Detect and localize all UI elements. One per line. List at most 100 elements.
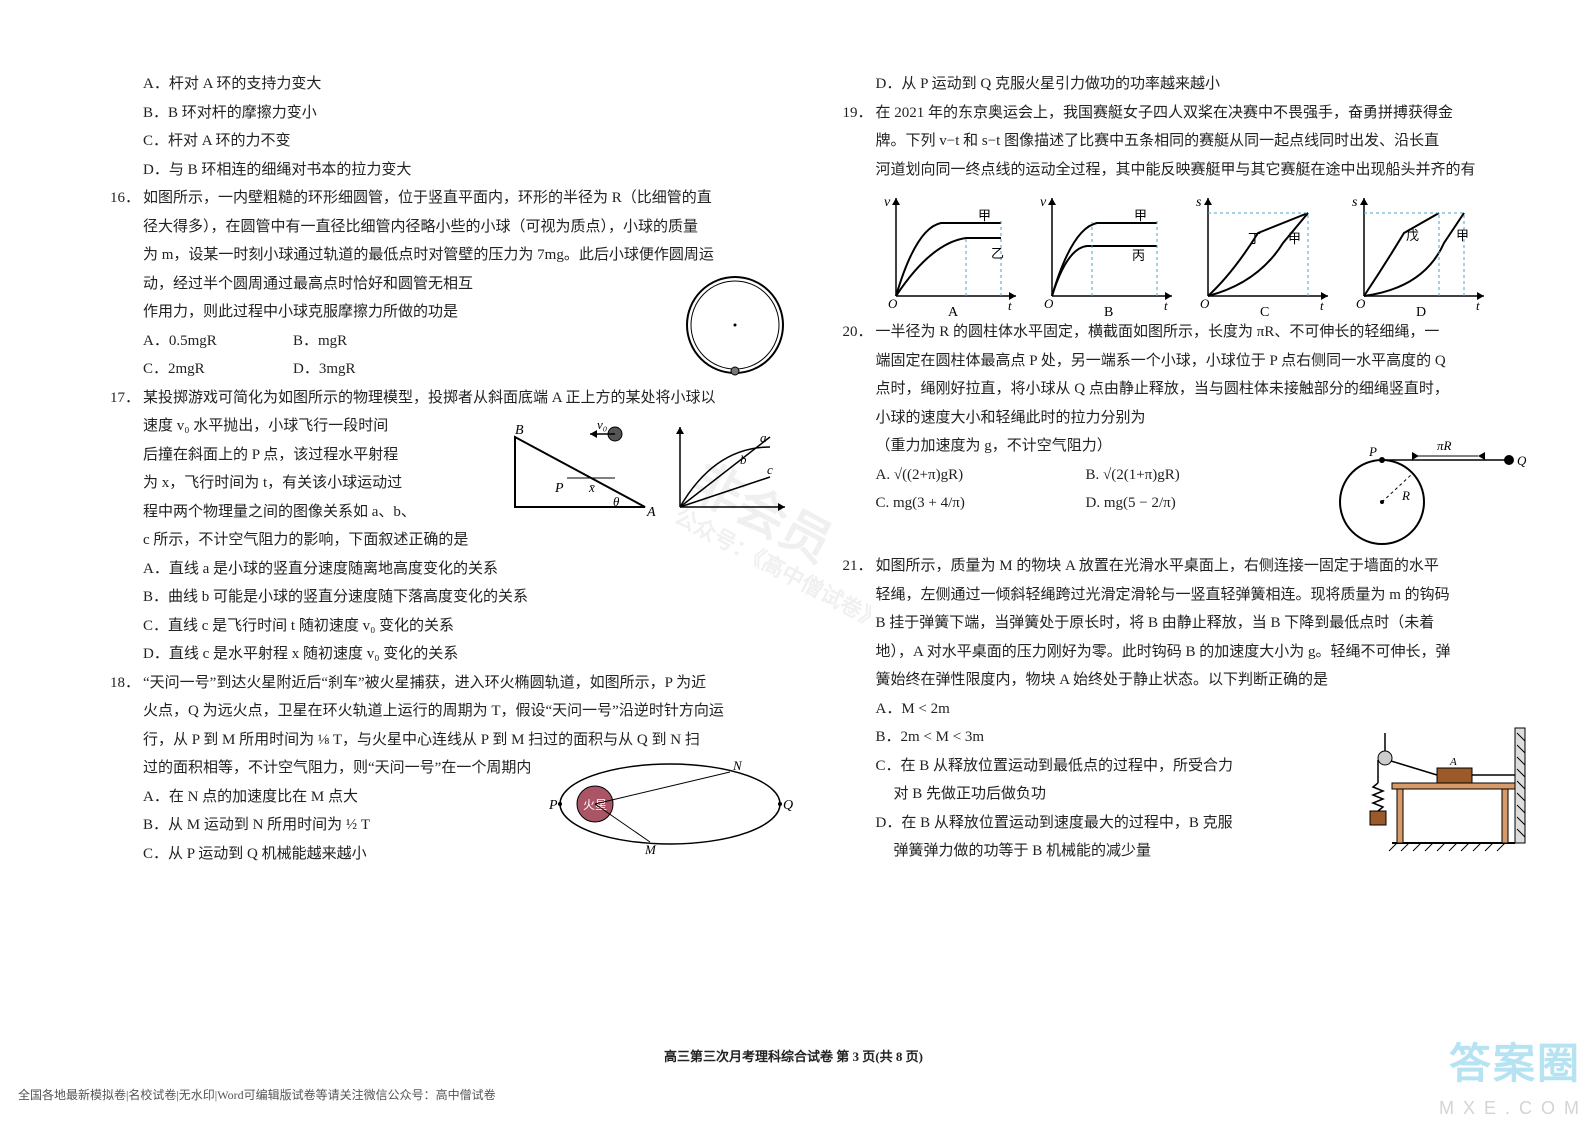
q16-row-cd: C．2mgR D．3mgR — [110, 355, 665, 384]
q20-stem-1: 一半径为 R 的圆柱体水平固定，横截面如图所示，长度为 πR、不可伸长的轻细绳，… — [876, 318, 1440, 347]
svg-text:C: C — [1260, 305, 1269, 318]
q17-opt-a: A．直线 a 是小球的竖直分速度随离地高度变化的关系 — [110, 555, 795, 584]
svg-text:t: t — [1164, 298, 1168, 313]
svg-text:s: s — [1352, 195, 1358, 210]
svg-text:B: B — [1104, 305, 1113, 318]
svg-text:N: N — [732, 758, 743, 773]
q21-stem-5: 簧始终在弹性限度内，物块 A 始终处于静止状态。以下判断正确的是 — [843, 666, 1528, 695]
q16-opt-a: A．0.5mgR — [143, 327, 293, 356]
q19-graph-d: 戊 甲 s O t D — [1344, 188, 1494, 318]
q20-num: 20． — [843, 318, 876, 347]
svg-text:P: P — [554, 481, 564, 496]
svg-text:x̄: x̄ — [588, 480, 595, 495]
svg-text:s: s — [1196, 195, 1202, 210]
exam-page: A．杆对 A 环的支持力变大 B．B 环对杆的摩擦力变小 C．杆对 A 环的力不… — [0, 0, 1587, 1123]
q17-opt-d: D．直线 c 是水平射程 x 随初速度 v₀ 变化的关系 — [110, 640, 795, 669]
q21-stem-1: 如图所示，质量为 M 的物块 A 放置在光滑水平桌面上，右侧连接一固定于墙面的水… — [876, 552, 1439, 581]
q16-opt-d: D．3mgR — [293, 355, 356, 384]
svg-text:P: P — [548, 798, 558, 813]
bottom-note: 全国各地最新模拟卷|名校试卷|无水印|Word可编辑版试卷等请关注微信公众号：高… — [18, 1086, 496, 1103]
q19-num: 19． — [843, 99, 876, 128]
q16-stem-3: 为 m，设某一时刻小球通过轨道的最低点时对管壁的压力为 7mg。此后小球便作圆周… — [110, 241, 795, 270]
svg-text:a: a — [760, 430, 767, 445]
q21-stem-3: B 挂于弹簧下端，当弹簧处于原长时，将 B 由静止释放，当 B 下降到最低点时（… — [843, 609, 1528, 638]
q20-note: （重力加速度为 g，不计空气阻力） — [876, 438, 1112, 454]
svg-text:v: v — [1040, 195, 1047, 210]
q16-opt-c: C．2mgR — [143, 355, 293, 384]
q16-figure-ring — [675, 270, 795, 380]
q19-graphs: 甲 乙 v O t A 甲 丙 v O t — [843, 188, 1528, 318]
page-footer: 高三第三次月考理科综合试卷 第 3 页(共 8 页) — [0, 1046, 1587, 1065]
q21-opt-b: B．2m < M < 3m — [876, 729, 985, 745]
svg-text:v: v — [884, 195, 891, 210]
svg-text:甲: 甲 — [1456, 228, 1469, 243]
q19: 19． 在 2021 年的东京奥运会上，我国赛艇女子四人双桨在决赛中不畏强手，奋… — [843, 99, 1528, 128]
svg-text:A: A — [948, 305, 959, 318]
q21-stem-2: 轻绳，左侧通过一倾斜轻绳跨过光滑定滑轮与一竖直轻弹簧相连。现将质量为 m 的钩码 — [843, 581, 1528, 610]
q16-opt-b: B．mgR — [293, 327, 347, 356]
q19-stem-1: 在 2021 年的东京奥运会上，我国赛艇女子四人双桨在决赛中不畏强手，奋勇拼搏获… — [876, 99, 1454, 128]
q16-stem-2: 径大得多），在圆管中有一直径比细管内径略小些的小球（可视为质点），小球的质量 — [110, 213, 795, 242]
svg-text:M: M — [644, 842, 657, 854]
svg-text:甲: 甲 — [1288, 231, 1301, 246]
q20-opt-a: A. √((2+π)gR) — [876, 461, 1086, 490]
q15-opt-a: A．杆对 A 环的支持力变大 — [110, 70, 795, 99]
q17-opt-b: B．曲线 b 可能是小球的竖直分速度随下落高度变化的关系 — [110, 583, 795, 612]
q20-opt-c: C. mg(3 + 4/π) — [876, 489, 1086, 518]
svg-text:D: D — [1416, 305, 1426, 318]
q16-stem-4: 动，经过半个圆周通过最高点时恰好和圆管无相互 — [143, 276, 473, 292]
svg-text:R: R — [1401, 488, 1410, 503]
q17-stem-6: c 所示，不计空气阻力的影响，下面叙述正确的是 — [110, 526, 795, 555]
svg-text:丙: 丙 — [1132, 248, 1145, 263]
svg-text:θ: θ — [613, 494, 620, 509]
svg-text:A: A — [1449, 756, 1457, 768]
q17-opt-c: C．直线 c 是飞行时间 t 随初速度 v₀ 变化的关系 — [110, 612, 795, 641]
q20: 20． 一半径为 R 的圆柱体水平固定，横截面如图所示，长度为 πR、不可伸长的… — [843, 318, 1528, 347]
svg-text:t: t — [1008, 298, 1012, 313]
q18-figure-orbit: 火星 P Q N M — [545, 754, 795, 854]
svg-text:甲: 甲 — [978, 208, 991, 223]
svg-text:O: O — [1200, 296, 1210, 311]
q20-stem-2: 端固定在圆柱体最高点 P 处，另一端系一个小球，小球位于 P 点右侧同一水平高度… — [843, 347, 1528, 376]
svg-text:Q: Q — [1517, 453, 1527, 468]
q20-row-cd: C. mg(3 + 4/π) D. mg(5 − 2/π) — [843, 489, 1318, 518]
q18: 18． “天问一号”到达火星附近后“刹车”被火星捕获，进入环火椭圆轨道，如图所示… — [110, 669, 795, 698]
svg-text:O: O — [1044, 296, 1054, 311]
svg-text:Q: Q — [783, 798, 793, 813]
q15-opt-d: D．与 B 环相连的细绳对书本的拉力变大 — [110, 156, 795, 185]
q16-stem-1: 如图所示，一内壁粗糙的环形细圆管，位于竖直平面内，环形的半径为 R（比细管的直 — [143, 184, 712, 213]
q21: 21． 如图所示，质量为 M 的物块 A 放置在光滑水平桌面上，右侧连接一固定于… — [843, 552, 1528, 581]
q17-num: 17． — [110, 384, 143, 413]
q16-num: 16． — [110, 184, 143, 213]
q19-graph-a: 甲 乙 v O t A — [876, 188, 1026, 318]
q18-stem-1: “天问一号”到达火星附近后“刹车”被火星捕获，进入环火椭圆轨道，如图所示，P 为… — [143, 669, 706, 698]
q20-opt-d: D. mg(5 − 2/π) — [1086, 489, 1176, 518]
q19-stem-3: 河道划向同一终点线的运动全过程，其中能反映赛艇甲与其它赛艇在途中出现船头并齐的有 — [843, 156, 1528, 185]
q17-figure: v₀ x̄ B P A θ a b c — [505, 412, 795, 522]
q18-opt-d: D．从 P 运动到 Q 克服火星引力做功的功率越来越小 — [843, 70, 1528, 99]
q21-opt-a: A．M < 2m — [843, 695, 1528, 724]
q20-stem-4: 小球的速度大小和轻绳此时的拉力分别为 — [843, 404, 1528, 433]
q15-opt-b: B．B 环对杆的摩擦力变小 — [110, 99, 795, 128]
q15-opt-c: C．杆对 A 环的力不变 — [110, 127, 795, 156]
q17-stem-1: 某投掷游戏可简化为如图所示的物理模型，投掷者从斜面底端 A 正上方的某处将小球以 — [143, 384, 716, 413]
svg-text:πR: πR — [1437, 438, 1452, 453]
q20-row-ab: A. √((2+π)gR) B. √(2(1+π)gR) — [843, 461, 1318, 490]
q18-num: 18． — [110, 669, 143, 698]
q18-stem-4: 过的面积相等，不计空气阻力，则“天问一号”在一个周期内 — [143, 760, 531, 776]
q16-row-ab: A．0.5mgR B．mgR — [110, 327, 665, 356]
q19-graph-c: 丁 甲 s O t C — [1188, 188, 1338, 318]
q20-opt-b: B. √(2(1+π)gR) — [1086, 461, 1180, 490]
svg-text:乙: 乙 — [991, 246, 1004, 261]
svg-text:c: c — [767, 462, 773, 477]
q20-figure: R P πR Q — [1327, 432, 1527, 552]
svg-text:b: b — [740, 452, 747, 467]
q20-stem-3: 点时，绳刚好拉直，将小球从 Q 点由静止释放，当与圆柱体未接触部分的细绳竖直时， — [843, 375, 1528, 404]
svg-text:丁: 丁 — [1248, 231, 1261, 246]
svg-text:v₀: v₀ — [597, 417, 607, 432]
svg-text:B: B — [515, 423, 524, 438]
q17-stem-2: 速度 v₀ 水平抛出，小球飞行一段时间 — [143, 418, 388, 434]
watermark-mxe: M X E . C O M — [1439, 1098, 1581, 1119]
q18-stem-2: 火点，Q 为远火点，卫星在环火轨道上运行的周期为 T，假设“天问一号”沿逆时针方… — [110, 697, 795, 726]
svg-text:P: P — [1368, 444, 1377, 459]
